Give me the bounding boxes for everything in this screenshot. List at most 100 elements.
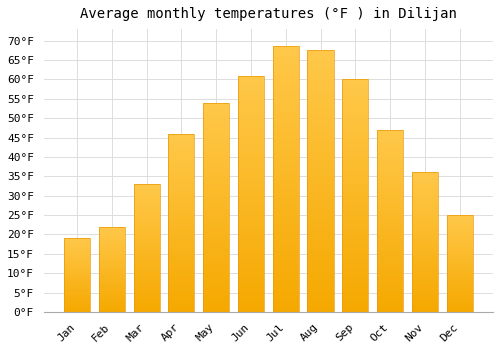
Bar xyxy=(342,142,368,145)
Bar xyxy=(134,289,160,290)
Bar xyxy=(377,208,403,210)
Bar xyxy=(203,283,229,285)
Bar xyxy=(238,123,264,125)
Bar xyxy=(308,215,334,218)
Bar xyxy=(238,213,264,215)
Bar xyxy=(342,270,368,272)
Bar xyxy=(377,137,403,139)
Bar xyxy=(342,310,368,312)
Bar xyxy=(64,238,90,312)
Bar xyxy=(272,89,299,92)
Bar xyxy=(377,266,403,268)
Bar xyxy=(377,145,403,146)
Bar xyxy=(377,197,403,199)
Bar xyxy=(203,291,229,293)
Bar xyxy=(272,76,299,78)
Bar xyxy=(203,218,229,220)
Bar xyxy=(342,231,368,233)
Bar xyxy=(308,270,334,273)
Bar xyxy=(64,256,90,257)
Bar xyxy=(446,288,472,289)
Bar xyxy=(168,137,194,139)
Bar xyxy=(412,173,438,174)
Bar xyxy=(238,144,264,146)
Bar xyxy=(412,207,438,209)
Bar xyxy=(272,278,299,280)
Bar xyxy=(99,292,125,293)
Bar xyxy=(446,222,472,223)
Bar xyxy=(272,301,299,304)
Bar xyxy=(238,295,264,298)
Bar xyxy=(134,219,160,220)
Bar xyxy=(412,310,438,312)
Bar xyxy=(446,261,472,262)
Bar xyxy=(342,205,368,207)
Bar xyxy=(99,274,125,275)
Bar xyxy=(99,241,125,242)
Bar xyxy=(272,206,299,208)
Bar xyxy=(377,221,403,223)
Bar xyxy=(64,287,90,288)
Bar xyxy=(134,243,160,244)
Bar xyxy=(308,132,334,134)
Bar xyxy=(168,235,194,237)
Bar xyxy=(64,243,90,244)
Bar xyxy=(446,265,472,266)
Bar xyxy=(272,121,299,124)
Bar xyxy=(377,285,403,286)
Bar xyxy=(342,210,368,212)
Bar xyxy=(203,166,229,168)
Bar xyxy=(308,105,334,108)
Bar xyxy=(377,298,403,299)
Bar xyxy=(168,209,194,210)
Bar xyxy=(272,299,299,301)
Bar xyxy=(308,273,334,275)
Bar xyxy=(168,228,194,230)
Bar xyxy=(308,226,334,228)
Bar xyxy=(99,307,125,308)
Bar xyxy=(238,182,264,184)
Bar xyxy=(272,272,299,275)
Bar xyxy=(168,310,194,312)
Bar xyxy=(168,239,194,241)
Bar xyxy=(272,70,299,73)
Bar xyxy=(412,287,438,288)
Bar xyxy=(203,138,229,140)
Bar xyxy=(99,311,125,312)
Bar xyxy=(99,249,125,250)
Bar xyxy=(238,85,264,88)
Bar xyxy=(272,129,299,132)
Bar xyxy=(168,237,194,239)
Bar xyxy=(377,163,403,164)
Bar xyxy=(377,232,403,234)
Bar xyxy=(342,256,368,258)
Bar xyxy=(168,160,194,162)
Bar xyxy=(168,150,194,152)
Bar xyxy=(377,203,403,204)
Bar xyxy=(308,111,334,113)
Bar xyxy=(446,226,472,227)
Bar xyxy=(64,276,90,277)
Bar xyxy=(272,107,299,110)
Bar xyxy=(64,273,90,274)
Bar xyxy=(203,190,229,192)
Bar xyxy=(134,184,160,186)
Bar xyxy=(308,228,334,231)
Bar xyxy=(203,193,229,195)
Bar xyxy=(203,234,229,237)
Bar xyxy=(308,197,334,199)
Bar xyxy=(412,284,438,286)
Bar xyxy=(64,290,90,291)
Bar xyxy=(342,131,368,133)
Bar xyxy=(308,56,334,58)
Bar xyxy=(238,201,264,203)
Bar xyxy=(134,252,160,253)
Bar xyxy=(99,277,125,278)
Bar xyxy=(203,174,229,176)
Bar xyxy=(308,191,334,194)
Bar xyxy=(238,241,264,243)
Bar xyxy=(272,84,299,86)
Bar xyxy=(64,255,90,256)
Bar xyxy=(99,259,125,260)
Bar xyxy=(99,300,125,301)
